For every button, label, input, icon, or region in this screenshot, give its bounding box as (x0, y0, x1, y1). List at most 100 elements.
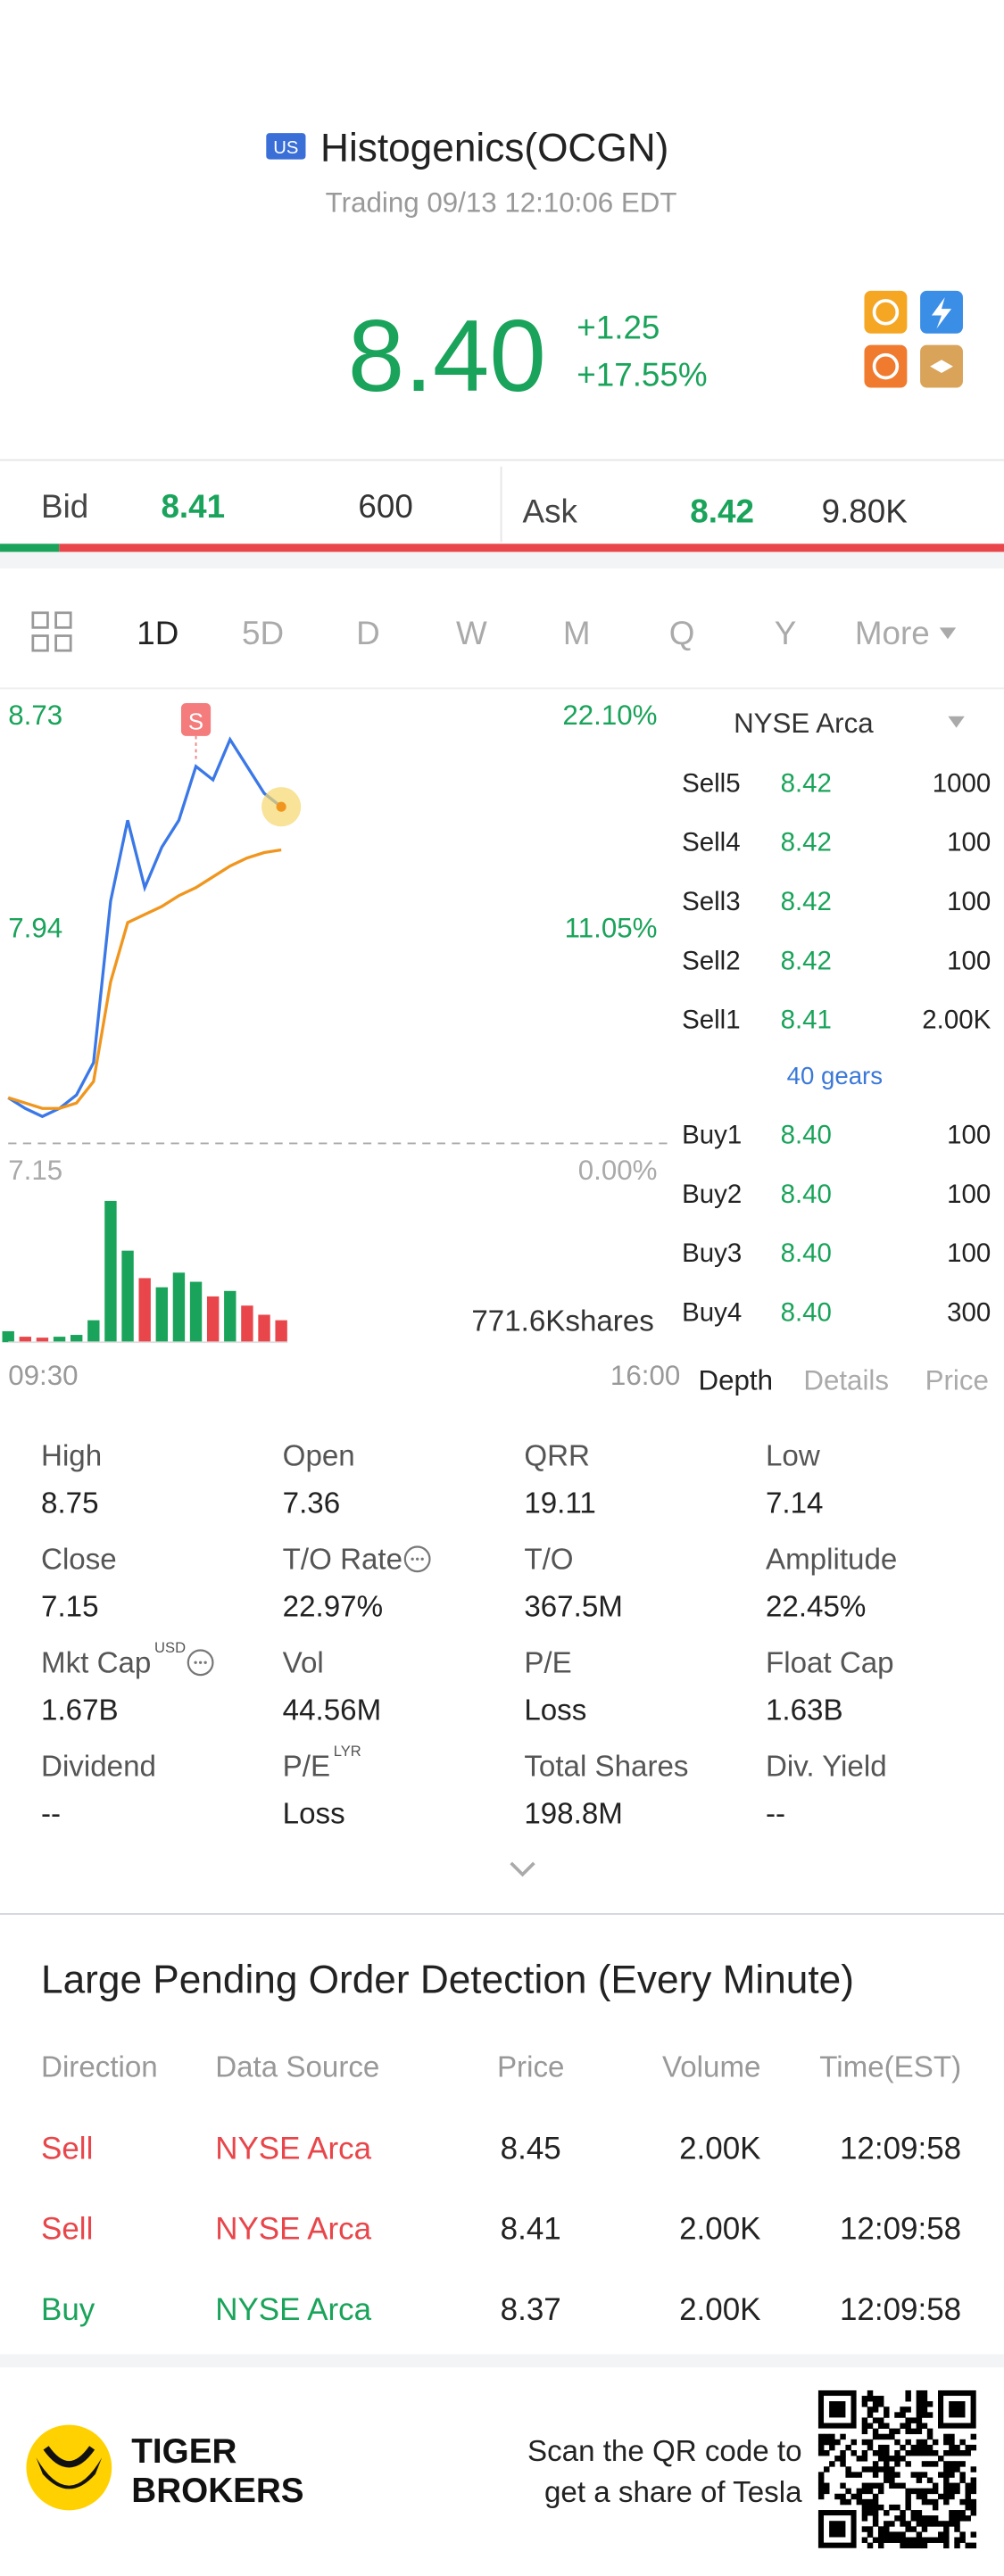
icon-glyph (872, 352, 900, 380)
stock-title: Histogenics(OCGN) (320, 126, 668, 170)
exchange-selector[interactable]: NYSE Arca (734, 708, 874, 739)
qr-module (970, 2531, 977, 2538)
layout-icon[interactable] (31, 611, 72, 652)
stat-label: Low (766, 1439, 820, 1472)
qr-module (884, 2466, 890, 2472)
period-tab[interactable]: W (456, 615, 487, 651)
period-tab[interactable]: D (356, 615, 380, 651)
cell: 2.00K (679, 2131, 760, 2166)
book-tab[interactable]: Price (925, 1365, 989, 1396)
column-header: Data Source (215, 2050, 379, 2083)
y2-tick-label: 0.00% (578, 1155, 658, 1186)
qr-module (894, 2439, 900, 2446)
period-tab[interactable]: More (855, 615, 930, 651)
qr-module (910, 2488, 917, 2495)
section-title: Large Pending Order Detection (Every Min… (41, 1958, 854, 2001)
qr-module (943, 2537, 950, 2543)
qr-module (932, 2537, 939, 2543)
volume-bar (53, 1337, 66, 1343)
qr-module (921, 2396, 928, 2402)
qr-module (834, 2456, 841, 2462)
icon[interactable] (864, 344, 908, 388)
stat-value: 7.36 (283, 1487, 340, 1520)
qr-module (905, 2428, 911, 2435)
qr-module (921, 2406, 928, 2413)
qr-module (867, 2390, 874, 2397)
qr-module (889, 2521, 895, 2527)
period-tab[interactable]: Y (775, 615, 797, 651)
qr-module (949, 2461, 955, 2467)
qr-module (905, 2521, 911, 2527)
stat-value: -- (41, 1798, 61, 1831)
qr-module (889, 2472, 895, 2478)
qr-module (856, 2472, 863, 2478)
cell: NYSE Arca (215, 2212, 371, 2247)
qr-module (840, 2433, 846, 2440)
qr-module (926, 2428, 933, 2435)
icon[interactable] (864, 290, 908, 334)
cell: NYSE Arca (215, 2131, 371, 2166)
qr-module (954, 2444, 960, 2451)
stat-label: Float Cap (766, 1646, 894, 1679)
book-tab[interactable]: Depth (699, 1365, 774, 1396)
dropdown-arrow[interactable] (948, 716, 965, 728)
period-tab[interactable]: Q (669, 615, 695, 651)
info-dot (194, 1661, 197, 1664)
qr-module (943, 2466, 950, 2472)
y-tick-label: 8.73 (8, 700, 62, 731)
qr-module (965, 2482, 971, 2489)
promo-line: get a share of Tesla (544, 2476, 802, 2509)
qr-module (905, 2542, 911, 2549)
qr-module (840, 2493, 846, 2500)
qr-module (965, 2488, 971, 2495)
book-tab[interactable]: Details (803, 1365, 889, 1396)
qr-module (921, 2515, 928, 2522)
qr-module (840, 2498, 846, 2506)
info-icon[interactable] (187, 1649, 214, 1677)
price-change-percent: +17.55% (577, 357, 707, 393)
bid-price: 8.41 (161, 488, 225, 525)
pending-orders-table: Direction Data Source Price Volume Time(EST)… (41, 2050, 961, 2326)
qr-module (900, 2521, 906, 2527)
qr-module (932, 2439, 939, 2446)
qr-module (943, 2439, 950, 2446)
book-level: Sell5 (682, 768, 740, 798)
qr-module (889, 2433, 895, 2440)
order-book: NYSE Arca Sell5 8.42 1000 Sell4 8.42 100 Sell3… (682, 708, 992, 1396)
qr-finder (829, 2521, 846, 2538)
qr-module (900, 2444, 906, 2451)
tiger-logo (26, 2424, 112, 2511)
info-icon[interactable] (403, 1545, 431, 1573)
qr-module (872, 2466, 879, 2472)
qr-module (959, 2472, 966, 2478)
qr-module (884, 2477, 890, 2483)
qr-module (932, 2482, 939, 2489)
qr-module (884, 2510, 890, 2516)
qr-module (867, 2444, 874, 2451)
qr-module (905, 2493, 911, 2500)
stat-label: Amplitude (766, 1543, 897, 1576)
qr-module (959, 2537, 966, 2543)
expand-chevron[interactable] (510, 1861, 535, 1877)
stat-label: Vol (283, 1646, 324, 1679)
qr-module (932, 2461, 939, 2467)
qr-module (867, 2396, 874, 2402)
volume-bar (172, 1272, 186, 1343)
period-tab[interactable]: 5D (242, 615, 284, 651)
book-price: 8.42 (781, 828, 832, 857)
qr-module (965, 2498, 971, 2506)
signal-badge[interactable] (180, 703, 212, 736)
qr-module (867, 2526, 874, 2532)
x-tick-label: 09:30 (8, 1360, 78, 1391)
stat-value: 44.56M (283, 1694, 382, 1727)
period-tab[interactable]: 1D (137, 615, 178, 651)
qr-module (916, 2449, 923, 2456)
volume-bar (275, 1320, 287, 1343)
book-levels[interactable]: 40 gears (787, 1062, 883, 1089)
qr-module (867, 2531, 874, 2538)
qr-finder (829, 2401, 846, 2418)
stat-superscript: USD (154, 1639, 186, 1656)
qr-code[interactable] (817, 2390, 977, 2549)
period-tab[interactable]: M (563, 615, 591, 651)
qr-module (921, 2423, 928, 2429)
